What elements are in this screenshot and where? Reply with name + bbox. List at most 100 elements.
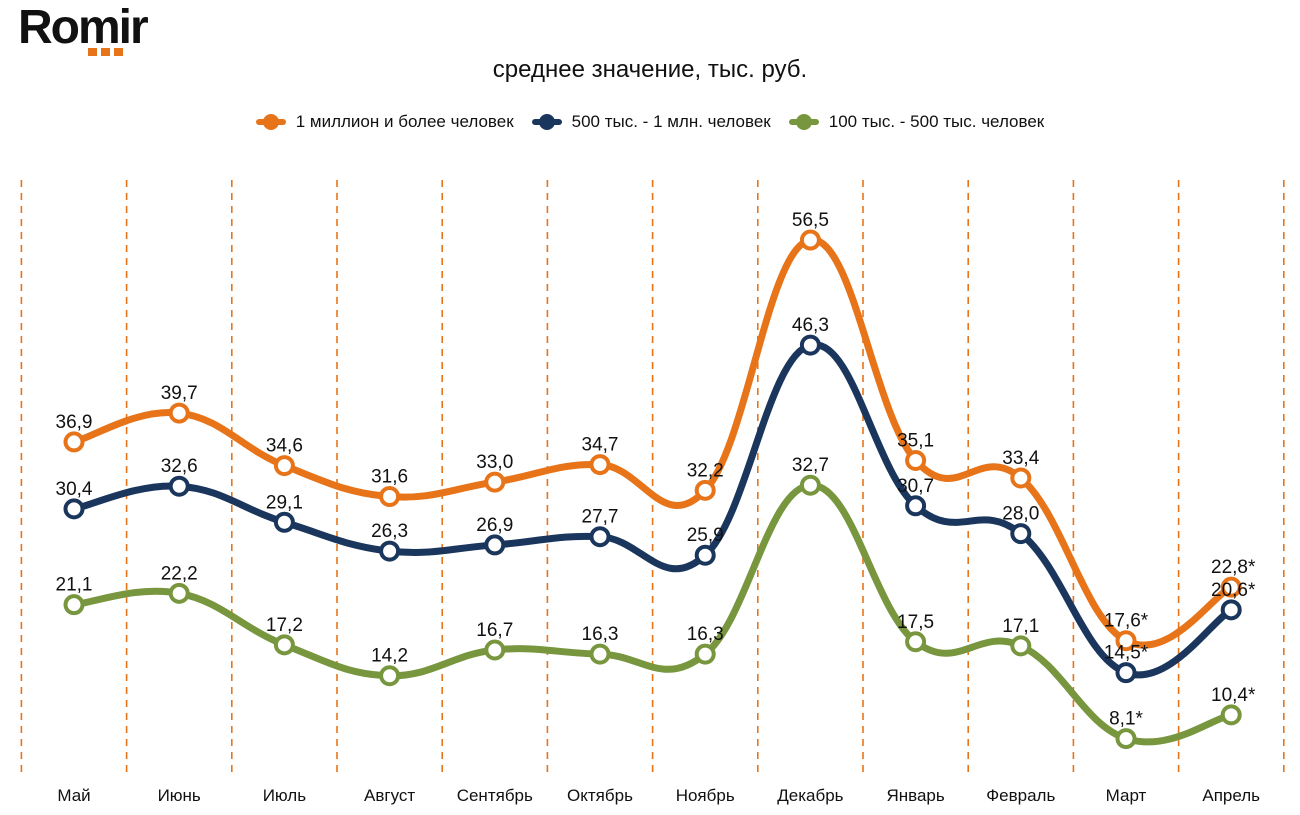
data-label: 16,3 <box>687 624 724 645</box>
data-point <box>589 526 611 548</box>
data-label: 14,2 <box>371 646 408 667</box>
data-point <box>273 455 295 477</box>
legend-swatch <box>788 114 819 130</box>
data-point <box>379 486 401 508</box>
data-point <box>379 665 401 687</box>
x-tick-label: Июль <box>263 786 307 805</box>
data-label: 46,3 <box>792 315 829 336</box>
data-label: 26,3 <box>371 521 408 542</box>
data-label: 28,0 <box>1002 504 1039 525</box>
data-labels: 36,9 39,7 34,6 31,6 33,0 34,7 32,2 56,5 35,1 33,4… <box>56 210 1256 730</box>
data-point <box>168 582 190 604</box>
legend-swatch <box>531 114 562 130</box>
romir-logo: Romir <box>18 0 149 56</box>
x-tick-label: Январь <box>886 786 944 805</box>
data-point <box>905 631 927 653</box>
legend-item-1m-plus: 1 миллион и более человек <box>255 112 514 132</box>
series-markers <box>63 229 1242 750</box>
data-point <box>273 511 295 533</box>
logo-text: Romir <box>18 1 149 54</box>
x-tick-label: Май <box>57 786 90 805</box>
data-point <box>589 454 611 476</box>
data-point <box>1220 599 1242 621</box>
data-point <box>694 479 716 501</box>
data-label: 39,7 <box>161 383 198 404</box>
legend-swatch <box>255 114 286 130</box>
legend-label: 500 тыс. - 1 млн. человек <box>571 112 771 131</box>
chart-legend: 1 миллион и более человек 500 тыс. - 1 м… <box>0 112 1300 132</box>
data-label: 27,7 <box>582 507 619 528</box>
x-tick-label: Февраль <box>986 786 1055 805</box>
data-point <box>905 449 927 471</box>
data-point <box>168 402 190 424</box>
legend-item-100k-500k: 100 тыс. - 500 тыс. человек <box>788 112 1045 132</box>
data-point <box>1010 467 1032 489</box>
x-tick-label: Март <box>1106 786 1147 805</box>
data-label: 20,6* <box>1211 580 1256 601</box>
x-tick-label: Ноябрь <box>676 786 735 805</box>
x-tick-label: Август <box>364 786 415 805</box>
data-label: 17,6* <box>1104 611 1149 632</box>
data-point <box>63 594 85 616</box>
data-label: 34,7 <box>582 435 619 456</box>
data-point <box>799 334 821 356</box>
data-label: 29,1 <box>266 492 303 513</box>
data-point <box>905 495 927 517</box>
logo-dot <box>114 48 123 56</box>
x-tick-label: Июнь <box>158 786 201 805</box>
data-point <box>1115 662 1137 684</box>
legend-label: 100 тыс. - 500 тыс. человек <box>828 112 1045 131</box>
data-label: 32,2 <box>687 460 724 481</box>
data-label: 22,8* <box>1211 557 1256 578</box>
data-label: 17,2 <box>266 615 303 636</box>
data-label: 16,3 <box>582 624 619 645</box>
data-point <box>694 643 716 665</box>
x-tick-label: Апрель <box>1202 786 1260 805</box>
data-label: 34,6 <box>266 436 303 457</box>
data-point <box>379 540 401 562</box>
data-point <box>1010 635 1032 657</box>
data-label: 33,4 <box>1002 448 1039 469</box>
data-point <box>273 634 295 656</box>
x-tick-label: Октябрь <box>567 786 633 805</box>
data-label: 30,4 <box>56 479 93 500</box>
data-point <box>484 534 506 556</box>
data-label: 17,5 <box>897 612 934 633</box>
data-label: 35,1 <box>897 430 934 451</box>
data-point <box>484 471 506 493</box>
logo-dots <box>88 48 123 56</box>
data-point <box>1010 523 1032 545</box>
x-tick-label: Декабрь <box>777 786 843 805</box>
data-label: 8,1* <box>1109 709 1143 730</box>
chart-title: среднее значение, тыс. руб. <box>492 56 808 83</box>
data-label: 14,5* <box>1104 643 1149 664</box>
data-label: 26,9 <box>476 515 513 536</box>
data-label: 32,7 <box>792 455 829 476</box>
logo-dot <box>88 48 97 56</box>
data-point <box>63 431 85 453</box>
data-label: 33,0 <box>476 452 513 473</box>
data-point <box>63 498 85 520</box>
data-label: 25,9 <box>687 525 724 546</box>
legend-item-500k-1m: 500 тыс. - 1 млн. человек <box>531 112 771 132</box>
data-point <box>1220 576 1242 598</box>
data-label: 31,6 <box>371 467 408 488</box>
legend-label: 1 миллион и более человек <box>295 112 514 131</box>
data-label: 56,5 <box>792 210 829 231</box>
data-label: 36,9 <box>56 412 93 433</box>
data-point <box>799 474 821 496</box>
data-point <box>1115 630 1137 652</box>
data-point <box>694 544 716 566</box>
data-label: 21,1 <box>56 575 93 596</box>
data-point <box>168 475 190 497</box>
data-label: 32,6 <box>161 456 198 477</box>
data-label: 22,2 <box>161 563 198 584</box>
data-label: 16,7 <box>476 620 513 641</box>
data-label: 10,4* <box>1211 685 1256 706</box>
data-label: 17,1 <box>1002 616 1039 637</box>
data-label: 30,7 <box>897 476 934 497</box>
data-point <box>1220 704 1242 726</box>
data-point <box>484 639 506 661</box>
